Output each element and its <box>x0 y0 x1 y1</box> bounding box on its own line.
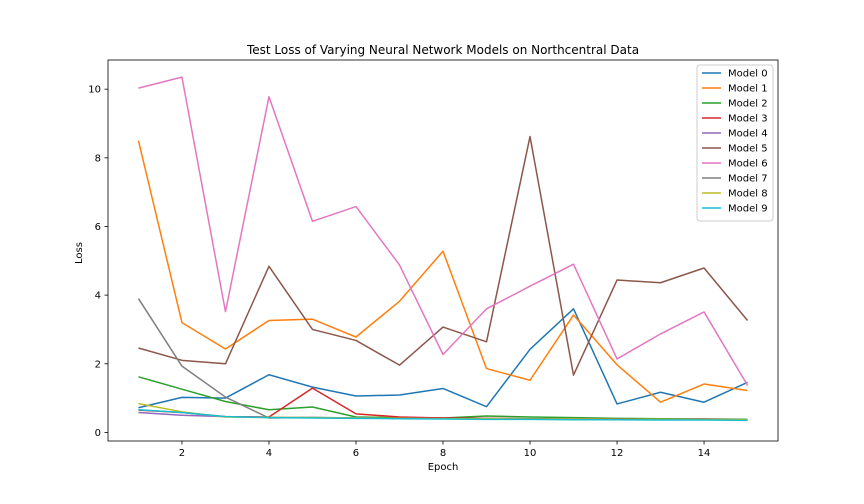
x-axis-label: Epoch <box>428 462 459 473</box>
legend-entry-label: Model 0 <box>728 69 768 80</box>
series-line-model-7 <box>137 298 748 421</box>
plot-area: 2 4 6 8 10 12 14 0 2 4 6 8 10 <box>88 59 779 459</box>
y-tick-label: 8 <box>95 153 101 164</box>
legend: Model 0 Model 1 Model 2 Model 3 Model 4 Model… <box>696 64 774 222</box>
legend-entry-label: Model 9 <box>728 204 768 215</box>
legend-entry-label: Model 7 <box>728 174 768 185</box>
legend-box <box>696 64 774 222</box>
x-tick-label: 2 <box>179 448 185 459</box>
series-line-model-0 <box>138 308 748 409</box>
legend-entry-label: Model 2 <box>728 99 768 110</box>
series-line-model-6 <box>138 76 749 386</box>
legend-entry-label: Model 8 <box>728 189 768 200</box>
x-tick-label: 14 <box>698 448 711 459</box>
y-tick-label: 2 <box>95 359 101 370</box>
legend-entry-label: Model 6 <box>728 159 768 170</box>
x-tick-label: 10 <box>524 448 537 459</box>
series-line-model-5 <box>138 135 749 376</box>
y-axis-label: Loss <box>74 242 85 264</box>
series-line-model-9 <box>138 409 748 422</box>
legend-entry-label: Model 5 <box>728 144 768 155</box>
x-tick-label: 12 <box>611 448 624 459</box>
y-tick-label: 6 <box>95 222 101 233</box>
legend-entry-label: Model 1 <box>728 84 768 95</box>
chart-title: Test Loss of Varying Neural Network Mode… <box>246 43 639 57</box>
x-tick-label: 4 <box>266 448 272 459</box>
y-tick-label: 10 <box>88 85 101 96</box>
legend-entry-label: Model 3 <box>728 114 768 125</box>
x-tick-label: 6 <box>353 448 359 459</box>
y-tick-label: 4 <box>95 291 101 302</box>
y-tick-label: 0 <box>95 428 101 439</box>
legend-entry-label: Model 4 <box>728 129 768 140</box>
x-tick-label: 8 <box>440 448 446 459</box>
series-line-model-1 <box>137 140 748 403</box>
